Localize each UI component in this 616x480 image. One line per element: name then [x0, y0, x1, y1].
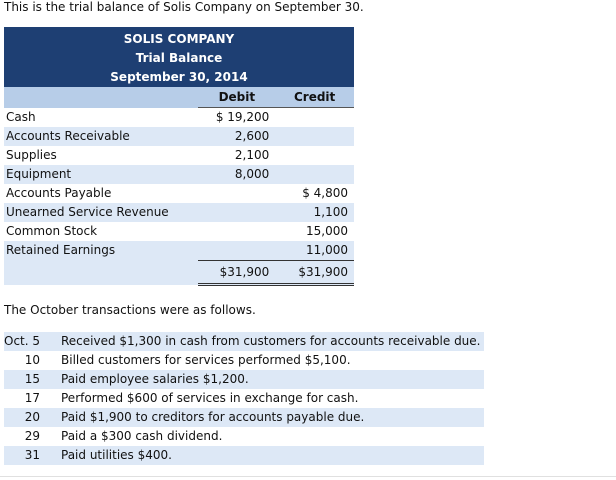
transaction-date: 15	[4, 370, 61, 389]
credit-amount: 15,000	[275, 222, 354, 241]
debit-amount: $ 19,200	[198, 107, 276, 127]
trial-balance-table: SOLIS COMPANY Trial Balance September 30…	[4, 27, 354, 286]
transaction-description: Performed $600 of services in exchange f…	[61, 389, 484, 408]
account-name: Supplies	[4, 146, 199, 165]
statement-name: Trial Balance	[135, 51, 223, 65]
transaction-date: 17	[4, 389, 61, 408]
intro-text: This is the trial balance of Solis Compa…	[4, 0, 364, 14]
debit-amount	[198, 203, 276, 222]
debit-amount	[198, 184, 276, 203]
transaction-date: Oct. 5	[4, 332, 61, 351]
debit-amount: 8,000	[198, 165, 276, 184]
account-name: Cash	[4, 107, 199, 127]
page-divider	[0, 476, 616, 477]
table-row: Equipment 8,000	[4, 165, 354, 184]
transaction-description: Paid a $300 cash dividend.	[61, 427, 484, 446]
transaction-row: 17 Performed $600 of services in exchang…	[4, 389, 484, 408]
table-row: Cash $ 19,200	[4, 107, 354, 127]
account-name: Common Stock	[4, 222, 199, 241]
transaction-row: Oct. 5 Received $1,300 in cash from cust…	[4, 332, 484, 351]
table-row: Unearned Service Revenue 1,100	[4, 203, 354, 222]
transaction-description: Paid employee salaries $1,200.	[61, 370, 484, 389]
table-row: Retained Earnings 11,000	[4, 241, 354, 261]
account-name: Retained Earnings	[4, 241, 199, 261]
account-name: Accounts Payable	[4, 184, 199, 203]
transaction-row: 31 Paid utilities $400.	[4, 446, 484, 465]
transaction-date: 20	[4, 408, 61, 427]
debit-amount	[198, 241, 276, 261]
account-name: Accounts Receivable	[4, 127, 199, 146]
transaction-description: Paid $1,900 to creditors for accounts pa…	[61, 408, 484, 427]
credit-header: Credit	[275, 87, 354, 108]
transactions-table: Oct. 5 Received $1,300 in cash from cust…	[4, 332, 484, 465]
credit-amount	[275, 165, 354, 184]
transaction-row: 20 Paid $1,900 to creditors for accounts…	[4, 408, 484, 427]
table-row: Accounts Receivable 2,600	[4, 127, 354, 146]
transaction-description: Billed customers for services performed …	[61, 351, 484, 370]
transaction-row: 15 Paid employee salaries $1,200.	[4, 370, 484, 389]
table-row: Common Stock 15,000	[4, 222, 354, 241]
debit-total: $31,900	[198, 260, 276, 286]
table-row: Supplies 2,100	[4, 146, 354, 165]
trial-balance-header: SOLIS COMPANY Trial Balance September 30…	[4, 27, 354, 87]
debit-header: Debit	[198, 87, 276, 108]
transaction-row: 29 Paid a $300 cash dividend.	[4, 427, 484, 446]
credit-amount	[275, 127, 354, 146]
company-name: SOLIS COMPANY	[123, 32, 235, 46]
table-row: Accounts Payable $ 4,800	[4, 184, 354, 203]
debit-amount: 2,600	[198, 127, 276, 146]
account-name: Equipment	[4, 165, 199, 184]
transaction-date: 31	[4, 446, 61, 465]
credit-amount: 1,100	[275, 203, 354, 222]
credit-total: $31,900	[275, 260, 354, 286]
account-name: Unearned Service Revenue	[4, 203, 199, 222]
transaction-description: Paid utilities $400.	[61, 446, 484, 465]
column-headers: Debit Credit	[4, 87, 354, 108]
october-intro-text: The October transactions were as follows…	[4, 303, 256, 317]
debit-amount	[198, 222, 276, 241]
transaction-date: 10	[4, 351, 61, 370]
credit-amount	[275, 107, 354, 127]
transaction-date: 29	[4, 427, 61, 446]
credit-amount	[275, 146, 354, 165]
totals-row: $31,900 $31,900	[4, 260, 354, 286]
transaction-row: 10 Billed customers for services perform…	[4, 351, 484, 370]
transaction-description: Received $1,300 in cash from customers f…	[61, 332, 484, 351]
statement-date: September 30, 2014	[110, 70, 248, 84]
debit-amount: 2,100	[198, 146, 276, 165]
credit-amount: 11,000	[275, 241, 354, 261]
credit-amount: $ 4,800	[275, 184, 354, 203]
